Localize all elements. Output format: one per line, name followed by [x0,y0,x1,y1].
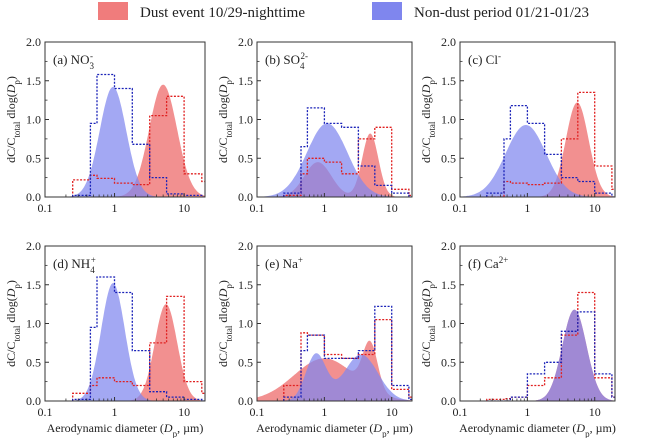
y-tick-label: 0.0 [238,394,253,408]
y-tick-label: 0.0 [441,190,456,204]
y-tick-label: 1.0 [26,317,41,331]
area-nondust [45,283,205,401]
x-tick-label: 1 [524,405,530,419]
area-nondust [45,87,205,197]
x-tick-label: 10 [589,201,601,215]
panel-NH4+: 0.0 0.5 1.0 1.5 2.0 0.1 1 10 (d) NH4+ dC/Ctotal d… [4,239,206,438]
y-tick-label: 0.0 [26,394,41,408]
legend-dust-swatch [98,2,128,20]
step-dust [486,91,615,197]
y-tick-label: 2.0 [441,239,456,253]
legend-nondust-swatch [372,2,402,20]
area-dust [460,102,615,197]
x-tick-label: 1 [112,201,118,215]
x-tick-label: 1 [321,405,327,419]
x-axis-label: Aerodynamic diameter (Dp, µm) [459,421,616,438]
y-tick-label: 1.5 [26,278,41,292]
y-tick-label: 0.0 [26,190,41,204]
panel-Cl-: 0.0 0.5 1.0 1.5 2.0 0.1 1 10 (c) Cl-dC/Ctotal dl… [419,35,616,215]
step-nondust [283,107,412,197]
x-tick-label: 1 [112,405,118,419]
panel-label: (d) NH4+ [53,255,96,275]
y-tick-label: 2.0 [26,35,41,49]
panels: 0.0 0.5 1.0 1.5 2.0 0.1 1 10 (a) NO3- dC/Ctotal d… [4,35,616,438]
panel-Ca2+: 0.0 0.5 1.0 1.5 2.0 0.1 1 10 (f) Ca2+ dC/Ctotal d… [419,239,616,438]
area-nondust [257,353,412,401]
area-nondust [460,309,615,401]
y-axis-label: dC/Ctotal dlog(Dp) [4,280,22,367]
legend: Dust event 10/29-nighttime Non-dust peri… [98,2,589,21]
y-tick-label: 2.0 [238,35,253,49]
x-tick-label: 10 [178,201,190,215]
y-tick-label: 1.0 [238,113,253,127]
plot-area [257,107,412,197]
plot-area [460,91,615,197]
x-tick-label: 1 [321,201,327,215]
x-tick-label: 0.1 [38,405,53,419]
y-tick-label: 2.0 [238,239,253,253]
y-tick-label: 1.0 [441,317,456,331]
y-tick-label: 1.0 [238,317,253,331]
x-tick-label: 10 [589,405,601,419]
y-axis-label: dC/Ctotal dlog(Dp) [419,280,437,367]
panel-NO3-: 0.0 0.5 1.0 1.5 2.0 0.1 1 10 (a) NO3- dC/Ctotal d… [4,35,206,215]
panel-label: (e) Na+ [265,255,303,271]
area-nondust [257,123,412,197]
y-axis-label: dC/Ctotal dlog(Dp) [419,76,437,163]
x-tick-label: 10 [386,405,398,419]
x-tick-label: 10 [386,201,398,215]
x-tick-label: 0.1 [250,201,265,215]
x-axis-label: Aerodynamic diameter (Dp, µm) [256,421,413,438]
plot-area [460,291,615,401]
y-tick-label: 0.5 [26,355,41,369]
step-nondust [283,305,412,401]
legend-dust-label: Dust event 10/29-nighttime [140,5,305,21]
y-tick-label: 0.5 [441,355,456,369]
y-tick-label: 0.5 [238,151,253,165]
y-tick-label: 0.5 [441,151,456,165]
y-tick-label: 1.5 [441,74,456,88]
legend-nondust-label: Non-dust period 01/21-01/23 [414,5,589,21]
y-tick-label: 0.0 [238,190,253,204]
y-tick-label: 1.5 [26,74,41,88]
panel-label: (a) NO3- [53,51,94,71]
plot-area [257,305,412,401]
panel-Na+: 0.0 0.5 1.0 1.5 2.0 0.1 1 10 (e) Na+ dC/Ctotal dl… [216,239,413,438]
area-dust [45,84,205,197]
y-tick-label: 1.5 [238,278,253,292]
panel-SO42-: 0.0 0.5 1.0 1.5 2.0 0.1 1 10 (b) SO42- dC/Ctotal … [216,35,413,215]
area-dust [45,304,205,401]
area-dust [257,133,412,197]
plot-area [45,73,205,197]
y-tick-label: 1.0 [441,113,456,127]
x-tick-label: 0.1 [453,201,468,215]
plot-area [45,276,205,401]
x-tick-label: 10 [178,405,190,419]
step-nondust [486,311,615,401]
y-axis-label: dC/Ctotal dlog(Dp) [216,280,234,367]
y-tick-label: 0.5 [238,355,253,369]
panel-label: (c) Cl- [468,51,501,67]
y-tick-label: 2.0 [441,35,456,49]
x-tick-label: 0.1 [38,201,53,215]
y-tick-label: 1.0 [26,113,41,127]
x-tick-label: 0.1 [250,405,265,419]
y-tick-label: 1.5 [441,278,456,292]
step-nondust [486,104,615,197]
y-tick-label: 0.5 [26,151,41,165]
step-dust [486,291,615,401]
y-axis-label: dC/Ctotal dlog(Dp) [216,76,234,163]
panel-label: (b) SO42- [265,51,308,71]
panel-label: (f) Ca2+ [468,255,508,271]
x-tick-label: 0.1 [453,405,468,419]
y-tick-label: 0.0 [441,394,456,408]
x-tick-label: 1 [524,201,530,215]
y-tick-label: 2.0 [26,239,41,253]
y-axis-label: dC/Ctotal dlog(Dp) [4,76,22,163]
area-nondust [460,125,615,197]
y-tick-label: 1.5 [238,74,253,88]
x-axis-label: Aerodynamic diameter (Dp, µm) [47,421,204,438]
